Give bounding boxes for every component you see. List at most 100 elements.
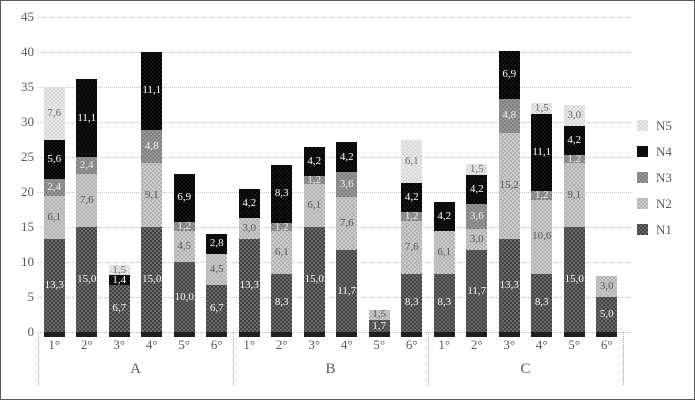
bar-segment-N2: 3,0: [596, 276, 618, 297]
bar-base-tick: [108, 332, 130, 337]
segment-value-label: 4,2: [469, 182, 484, 195]
segment-value-label: 6,9: [177, 191, 192, 204]
bar-segment-N5: 1,5: [466, 163, 488, 175]
bar: 8,3 6,1 4,2: [433, 201, 455, 337]
bar-segment-N2: 3,0: [466, 229, 488, 251]
bar-segment-N1: 15,0: [303, 227, 325, 332]
bar-segment-N4: 8,3: [271, 164, 293, 223]
bar: 11,7 3,0 3,6 4,2 1,5: [466, 163, 488, 337]
bar: 5,0 3,0: [596, 276, 618, 337]
segment-value-label: 8,3: [274, 187, 289, 200]
segment-value-label: 1,2: [177, 219, 192, 232]
y-axis-tick-label: 5: [27, 289, 35, 304]
bar-segment-N1: 15,0: [141, 227, 163, 332]
group-separator: [623, 332, 624, 385]
bar-segment-N2: 3,0: [238, 217, 260, 239]
bar: 15,0 9,1 1,2 4,2 3,0: [563, 104, 585, 337]
x-axis-group-label: B: [325, 361, 336, 377]
bar-base-tick: [141, 332, 163, 337]
segment-value-label: 15,2: [499, 179, 519, 192]
segment-value-label: 2,4: [47, 181, 62, 194]
segment-value-label: 8,3: [534, 296, 549, 309]
bar-segment-N2: 6,1: [433, 231, 455, 274]
segment-value-label: 6,1: [274, 246, 289, 259]
legend-swatch-N1: [637, 224, 648, 235]
legend-swatch-N2: [637, 198, 648, 209]
gridline: [38, 52, 631, 53]
legend-label: N3: [656, 170, 672, 185]
bar-base-tick: [271, 332, 293, 337]
bar-segment-N1: 13,3: [43, 238, 65, 332]
group-separator: [233, 332, 234, 385]
segment-value-label: 15,0: [142, 273, 162, 285]
bar: 1,7 1,5: [368, 308, 390, 337]
bar-segment-N3: 1,2: [563, 153, 585, 164]
segment-value-label: 9,1: [144, 188, 159, 201]
y-axis-tick-label: 45: [21, 9, 34, 24]
x-axis-bar-label: 5°: [373, 337, 386, 352]
segment-value-label: 2,4: [79, 158, 94, 171]
bar: 15,0 6,1 1,2 4,2: [303, 146, 325, 337]
bar-segment-N1: 15,0: [563, 227, 585, 332]
x-axis-bar-label: 2°: [275, 337, 288, 352]
y-axis-tick-label: 10: [21, 254, 34, 269]
bar-segment-N1: 8,3: [531, 273, 553, 332]
legend-swatch-N3: [637, 172, 648, 183]
segment-value-label: 13,3: [499, 278, 519, 291]
bar-segment-N1: 8,3: [271, 273, 293, 332]
bar: 6,7 1,4 1,5: [108, 264, 130, 337]
bar-segment-N3: 1,2: [173, 219, 195, 232]
bar: 15,0 9,1 4,8 11,1: [141, 52, 163, 337]
bar-segment-N2: 6,1: [43, 196, 65, 239]
bar-segment-N1: 13,3: [238, 238, 260, 332]
bar-segment-N2: 9,1: [141, 163, 163, 227]
bar-segment-N3: 1,2: [531, 190, 553, 201]
x-axis-bar-label: 5°: [568, 337, 581, 352]
bar-segment-N3: 3,6: [336, 171, 358, 197]
y-axis-tick-label: 15: [21, 219, 34, 234]
x-axis-bar-label: 1°: [243, 337, 256, 352]
segment-value-label: 15,0: [564, 273, 584, 285]
segment-value-label: 4,2: [567, 133, 582, 146]
bar-segment-N1: 8,3: [401, 273, 423, 332]
segment-value-label: 8,3: [437, 296, 452, 309]
segment-value-label: 3,0: [242, 221, 257, 234]
bar: 13,3 6,1 2,4 5,6 7,6: [43, 87, 65, 337]
segment-value-label: 3,6: [339, 177, 354, 190]
legend-label: N2: [656, 196, 672, 211]
bar-segment-N1: 13,3: [498, 238, 520, 332]
segment-value-label: 3,0: [469, 233, 484, 246]
legend-item-N4: N4: [637, 145, 672, 158]
x-axis-bar-label: 1°: [438, 337, 451, 352]
bar-segment-N1: 11,7: [336, 250, 358, 332]
x-axis-bar-label: 4°: [145, 337, 158, 352]
segment-value-label: 1,7: [372, 319, 387, 332]
y-axis-tick-label: 30: [21, 114, 34, 129]
bar-segment-N1: 11,7: [466, 250, 488, 332]
segment-value-label: 15,0: [77, 273, 97, 285]
group-separator: [38, 332, 39, 385]
bar-base-tick: [433, 332, 455, 337]
bar-base-tick: [206, 332, 228, 337]
bar-segment-N4: 4,2: [563, 125, 585, 155]
bar: 15,0 7,6 2,4 11,1: [76, 79, 98, 337]
segment-value-label: 6,1: [47, 211, 62, 224]
segment-value-label: 1,2: [404, 210, 419, 223]
x-axis-bar-label: 6°: [600, 337, 613, 352]
x-axis-group-label: A: [130, 361, 141, 377]
segment-value-label: 9,1: [567, 188, 582, 201]
segment-value-label: 1,5: [372, 308, 387, 321]
bar-base-tick: [466, 332, 488, 337]
bar-segment-N4: 11,1: [141, 52, 163, 130]
bar-segment-N4: 4,2: [238, 188, 260, 218]
bar-segment-N4: 4,2: [401, 182, 423, 213]
gridline: [38, 122, 631, 123]
bar-segment-N2: 4,5: [206, 253, 228, 286]
segment-value-label: 6,9: [502, 68, 517, 81]
bar-segment-N1: 6,7: [206, 285, 228, 332]
x-axis-bar-label: 2°: [80, 337, 93, 352]
bar: 8,3 7,6 1,2 4,2 6,1: [401, 140, 423, 337]
segment-value-label: 10,0: [174, 290, 194, 303]
legend-label: N5: [656, 118, 672, 133]
bar-segment-N3: 2,4: [43, 179, 65, 197]
